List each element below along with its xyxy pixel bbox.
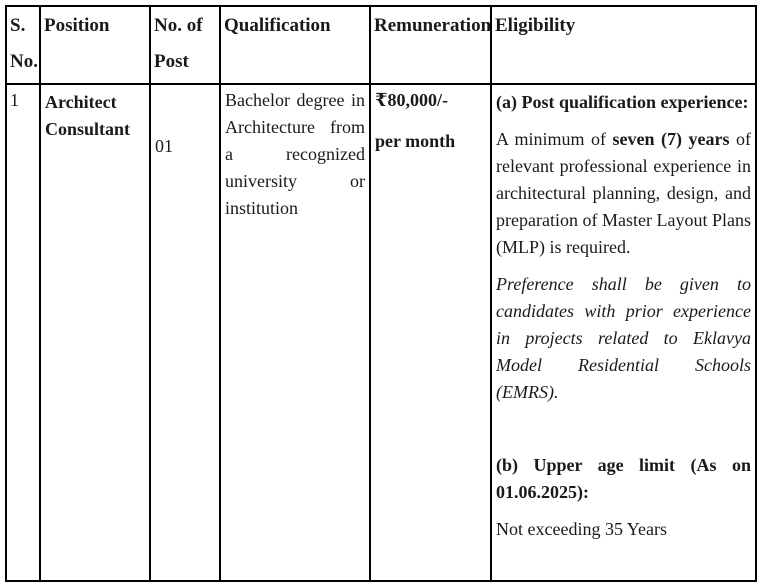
remuneration-amount: ₹80,000/-	[375, 90, 449, 110]
recruitment-table: S. No. Position No. of Post Qualificatio…	[5, 5, 757, 582]
eligibility-preference-note: Preference shall be given to candidates …	[496, 274, 751, 402]
cell-eligibility: (a) Post qualification experience: A min…	[490, 83, 757, 582]
eligibility-section-a-heading: (a) Post qualification experience:	[496, 92, 749, 112]
cell-no-of-post: 01	[149, 83, 221, 582]
col-header-no-of-post: No. of Post	[149, 5, 221, 85]
eligibility-section-b-heading: (b) Upper age limit (As on 01.06.2025):	[496, 455, 751, 502]
col-header-remuneration: Remuneration	[369, 5, 492, 85]
col-header-s-no: S. No.	[5, 5, 41, 85]
qualification-text: Bachelor degree in Architecture from a r…	[225, 90, 365, 218]
experience-suffix: of relevant professional experience in a…	[496, 129, 751, 257]
header-row: S. No. Position No. of Post Qualificatio…	[5, 5, 757, 85]
cell-remuneration: ₹80,000/- per month	[369, 83, 492, 582]
table-row: 1 Architect Consultant 01 Bachelor degre…	[5, 83, 757, 582]
col-header-qualification: Qualification	[219, 5, 371, 85]
col-header-eligibility: Eligibility	[490, 5, 757, 85]
cell-position: Architect Consultant	[39, 83, 151, 582]
remuneration-period: per month	[375, 131, 456, 151]
cell-qualification: Bachelor degree in Architecture from a r…	[219, 83, 371, 582]
experience-years-bold: seven (7) years	[612, 129, 730, 149]
cell-serial-number: 1	[5, 83, 41, 582]
experience-prefix: A minimum of	[496, 129, 613, 149]
eligibility-experience-paragraph: A minimum of seven (7) years of relevant…	[496, 126, 751, 261]
eligibility-age-limit: Not exceeding 35 Years	[496, 519, 667, 539]
col-header-position: Position	[39, 5, 151, 85]
post-count: 01	[155, 136, 173, 156]
